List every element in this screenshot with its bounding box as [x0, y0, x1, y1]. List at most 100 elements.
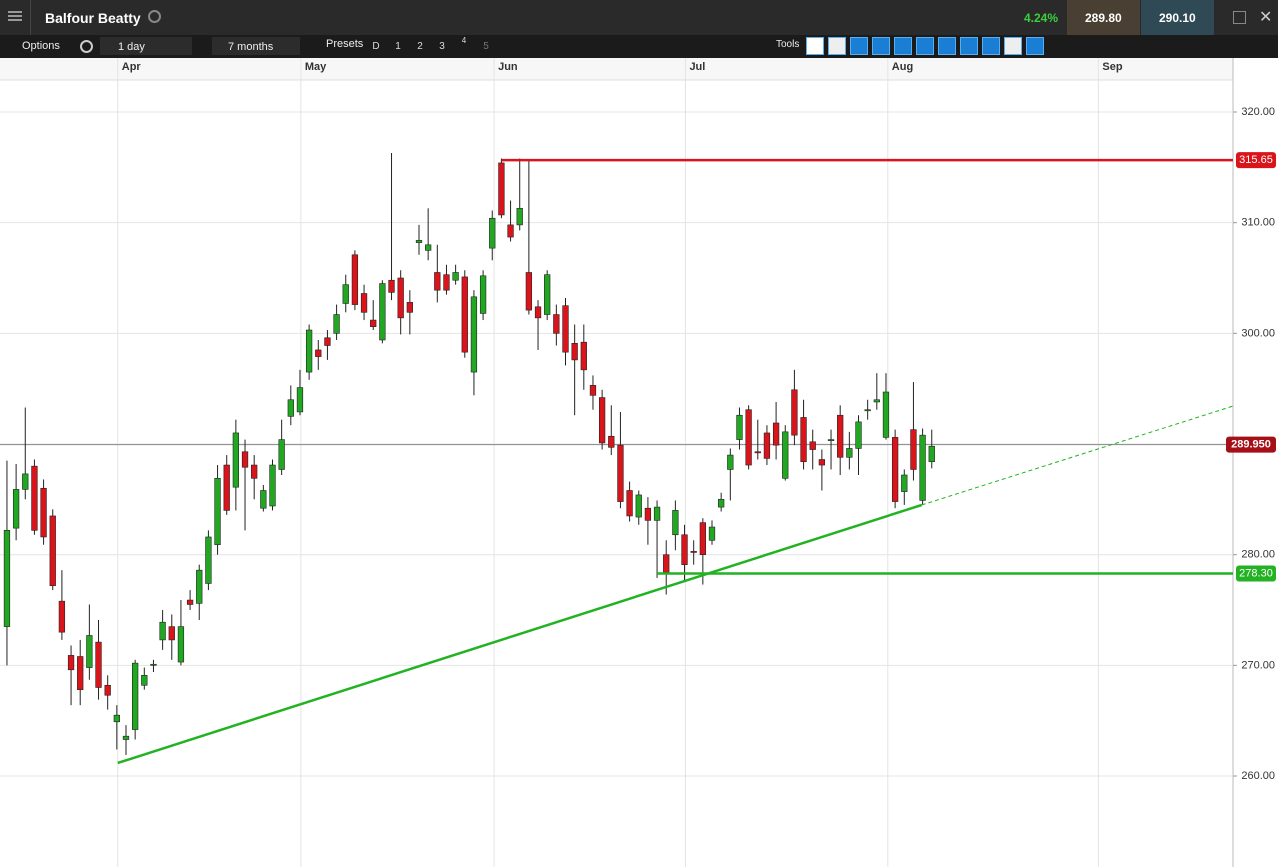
candle-body	[461, 276, 468, 353]
tool-button[interactable]	[894, 37, 912, 55]
candle-body	[864, 409, 871, 412]
candle-body	[205, 536, 212, 584]
candle-body	[479, 275, 487, 314]
candle-body	[3, 530, 11, 627]
range-text: 7 months	[228, 41, 274, 53]
menu-icon[interactable]	[8, 11, 22, 13]
y-tick-label: 260.00	[1241, 770, 1275, 782]
candle-body	[452, 272, 459, 281]
preset-button[interactable]: 2	[417, 41, 423, 52]
search-icon[interactable]	[148, 10, 161, 23]
candle-body	[278, 439, 285, 470]
buy-price: 290.10	[1159, 11, 1196, 25]
tool-button[interactable]	[982, 37, 1000, 55]
options-button[interactable]: Options	[22, 40, 60, 52]
date-bar	[0, 58, 1233, 80]
tool-button[interactable]	[938, 37, 956, 55]
candle-body	[699, 522, 706, 555]
candle-body	[351, 254, 359, 305]
candle-body	[177, 626, 185, 663]
tool-button[interactable]	[850, 37, 868, 55]
candle-body	[67, 655, 75, 671]
trendline	[117, 503, 923, 765]
last-price-label: 289.950	[1231, 438, 1271, 450]
candle-body	[598, 397, 606, 444]
preset-button[interactable]: 5	[483, 41, 489, 52]
candle-body	[40, 487, 47, 538]
candle-body	[168, 626, 175, 641]
x-tick-label: Apr	[122, 61, 142, 73]
candle-body	[827, 439, 835, 441]
y-tick-label: 280.00	[1241, 549, 1275, 561]
candle-body	[837, 414, 844, 458]
tool-button[interactable]	[1004, 37, 1022, 55]
y-tick-label: 270.00	[1241, 659, 1275, 671]
candle-body	[763, 432, 771, 459]
tool-button[interactable]	[916, 37, 934, 55]
candle-body	[241, 451, 249, 468]
candle-body	[58, 600, 66, 633]
candle-body	[644, 507, 652, 521]
x-tick-label: Sep	[1102, 61, 1122, 73]
candle-body	[113, 714, 120, 723]
popout-icon[interactable]	[1233, 11, 1246, 24]
candle-body	[498, 162, 505, 216]
candle-body	[736, 414, 743, 440]
candle-body	[919, 434, 926, 501]
candle-body	[388, 279, 395, 293]
x-tick-label: May	[305, 61, 327, 73]
tool-button[interactable]	[828, 37, 846, 55]
candle-body	[681, 534, 688, 565]
candle-body	[269, 464, 276, 507]
candle-body	[104, 684, 111, 696]
close-icon[interactable]: ✕	[1259, 9, 1273, 26]
candle-body	[305, 329, 313, 373]
candle-body	[800, 417, 807, 463]
candle-body	[653, 506, 661, 521]
candle-body	[342, 284, 349, 304]
sell-button[interactable]: 289.80	[1067, 0, 1140, 35]
candle-body	[296, 387, 304, 413]
candle-body	[141, 675, 148, 686]
tool-button[interactable]	[1026, 37, 1044, 55]
candle-body	[186, 599, 194, 605]
candle-body	[608, 435, 615, 448]
candle-body	[708, 526, 716, 541]
candle-body	[49, 515, 56, 586]
preset-button[interactable]: D	[372, 41, 380, 52]
tool-button[interactable]	[872, 37, 890, 55]
candle-body	[534, 306, 542, 319]
candle-body	[86, 635, 93, 668]
candle-body	[544, 274, 551, 315]
candle-body	[507, 224, 514, 238]
y-tick-label: 320.00	[1241, 106, 1275, 118]
level-label: 315.65	[1239, 154, 1273, 166]
candle-body	[525, 272, 533, 311]
tool-button[interactable]	[960, 37, 978, 55]
candle-body	[690, 551, 697, 553]
candle-body	[718, 499, 725, 508]
candle-body	[516, 207, 523, 226]
preset-button[interactable]: 4	[461, 36, 467, 45]
candle-body	[571, 343, 578, 361]
preset-button[interactable]: 3	[439, 41, 445, 52]
candle-body	[150, 663, 157, 666]
preset-button[interactable]: 1	[395, 41, 401, 52]
candle-body	[443, 274, 450, 291]
range-select[interactable]: 7 months	[212, 37, 300, 55]
candle-body	[727, 454, 734, 470]
candle-body	[580, 341, 587, 371]
candle-body	[782, 431, 789, 479]
settings-icon[interactable]	[80, 40, 93, 53]
candle-body	[22, 473, 29, 490]
candle-body	[77, 656, 84, 691]
interval-text: 1 day	[118, 41, 145, 53]
buy-button[interactable]: 290.10	[1141, 0, 1214, 35]
interval-select[interactable]: 1 day	[100, 37, 192, 55]
tool-button[interactable]	[806, 37, 824, 55]
candle-body	[122, 735, 130, 740]
instrument-title: Balfour Beatty	[45, 10, 141, 26]
candle-body	[562, 305, 569, 353]
y-tick-label: 310.00	[1241, 217, 1275, 229]
